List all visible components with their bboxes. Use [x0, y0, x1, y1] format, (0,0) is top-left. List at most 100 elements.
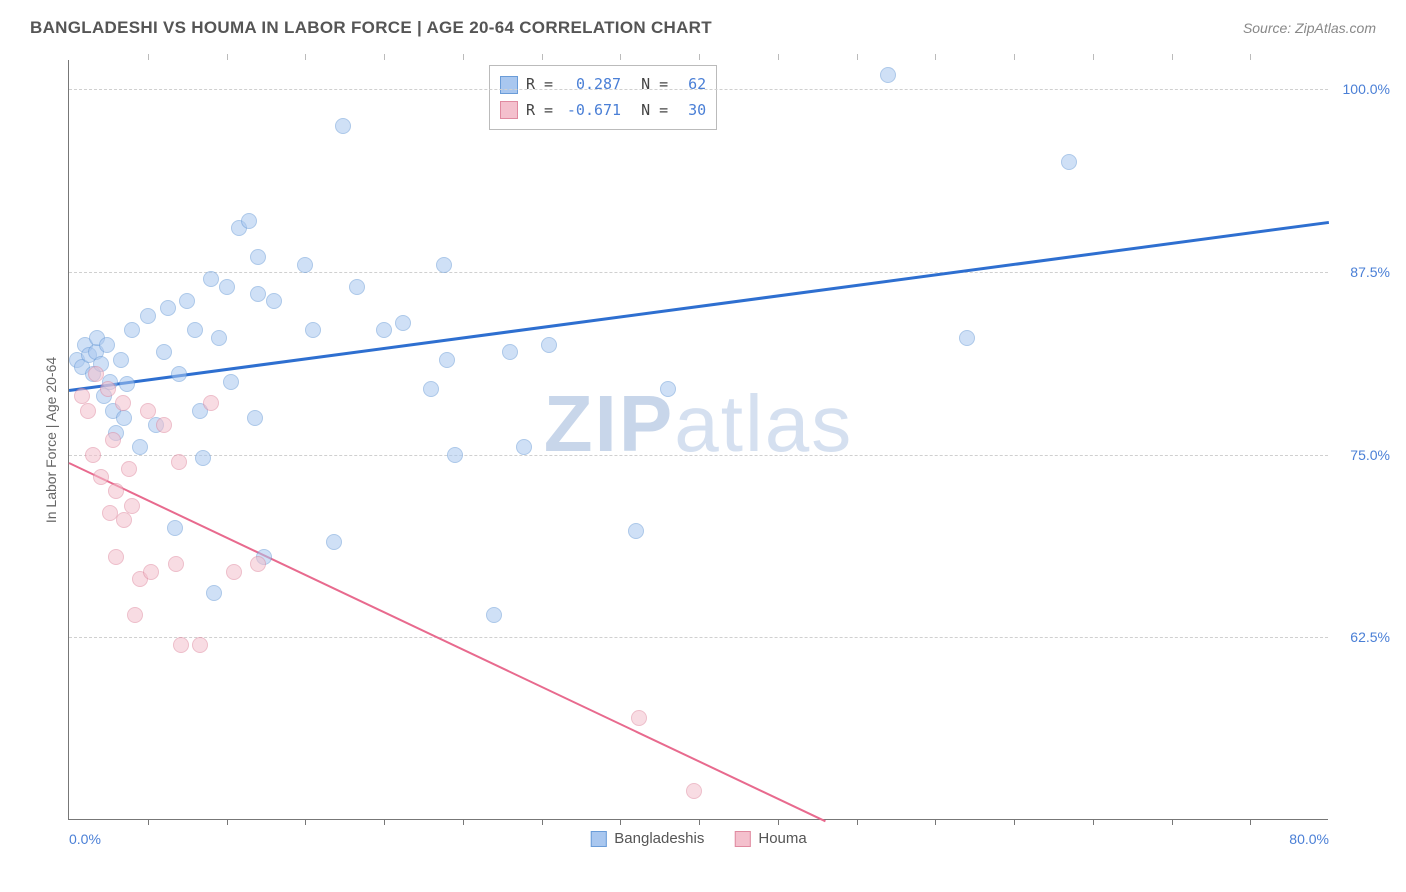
x-tick-top — [1172, 54, 1173, 60]
x-tick-label: 0.0% — [69, 831, 101, 847]
data-point — [108, 483, 124, 499]
data-point — [541, 337, 557, 353]
legend-swatch — [734, 831, 750, 847]
data-point — [195, 450, 211, 466]
n-value: 62 — [676, 72, 706, 98]
data-point — [223, 374, 239, 390]
data-point — [203, 395, 219, 411]
data-point — [326, 534, 342, 550]
y-axis-title: In Labor Force | Age 20-64 — [43, 356, 59, 522]
r-value: 0.287 — [561, 72, 621, 98]
data-point — [266, 293, 282, 309]
x-tick-minor — [463, 819, 464, 825]
trend-line — [69, 221, 1329, 392]
data-point — [297, 257, 313, 273]
data-point — [250, 556, 266, 572]
r-value: -0.671 — [561, 98, 621, 124]
data-point — [335, 118, 351, 134]
chart-title: BANGLADESHI VS HOUMA IN LABOR FORCE | AG… — [30, 18, 712, 38]
legend-swatch — [590, 831, 606, 847]
x-tick-top — [699, 54, 700, 60]
data-point — [115, 395, 131, 411]
correlation-row: R =-0.671N =30 — [500, 98, 706, 124]
watermark: ZIPatlas — [544, 378, 853, 470]
x-tick-top — [935, 54, 936, 60]
x-tick-top — [227, 54, 228, 60]
data-point — [395, 315, 411, 331]
data-point — [250, 249, 266, 265]
data-point — [219, 279, 235, 295]
gridline-horizontal — [69, 272, 1328, 273]
data-point — [241, 213, 257, 229]
correlation-row: R =0.287N =62 — [500, 72, 706, 98]
x-tick-minor — [620, 819, 621, 825]
data-point — [660, 381, 676, 397]
x-tick-top — [384, 54, 385, 60]
data-point — [100, 381, 116, 397]
data-point — [376, 322, 392, 338]
data-point — [880, 67, 896, 83]
source-value: ZipAtlas.com — [1295, 20, 1376, 36]
data-point — [305, 322, 321, 338]
data-point — [628, 523, 644, 539]
x-tick-top — [542, 54, 543, 60]
data-point — [121, 461, 137, 477]
x-tick-minor — [1014, 819, 1015, 825]
data-point — [116, 410, 132, 426]
source-label: Source: — [1243, 20, 1295, 36]
data-point — [171, 454, 187, 470]
data-point — [124, 498, 140, 514]
data-point — [88, 366, 104, 382]
data-point — [119, 376, 135, 392]
y-tick-label: 62.5% — [1350, 629, 1390, 645]
x-tick-minor — [305, 819, 306, 825]
series-legend: Bangladeshis Houma — [590, 830, 806, 847]
data-point — [85, 447, 101, 463]
chart-header: BANGLADESHI VS HOUMA IN LABOR FORCE | AG… — [0, 0, 1406, 46]
y-tick-label: 87.5% — [1350, 264, 1390, 280]
data-point — [156, 344, 172, 360]
x-tick-minor — [148, 819, 149, 825]
data-point — [247, 410, 263, 426]
gridline-horizontal — [69, 637, 1328, 638]
data-point — [439, 352, 455, 368]
data-point — [959, 330, 975, 346]
data-point — [127, 607, 143, 623]
data-point — [124, 322, 140, 338]
x-tick-top — [620, 54, 621, 60]
x-tick-minor — [935, 819, 936, 825]
data-point — [105, 432, 121, 448]
x-tick-top — [857, 54, 858, 60]
x-tick-minor — [1250, 819, 1251, 825]
y-tick-label: 75.0% — [1350, 447, 1390, 463]
legend-item: Bangladeshis — [590, 830, 704, 847]
data-point — [206, 585, 222, 601]
y-tick-label: 100.0% — [1343, 81, 1390, 97]
data-point — [631, 710, 647, 726]
data-point — [113, 352, 129, 368]
legend-label: Houma — [758, 830, 806, 847]
source-attribution: Source: ZipAtlas.com — [1243, 20, 1376, 36]
n-label: N = — [641, 98, 668, 124]
x-tick-minor — [778, 819, 779, 825]
data-point — [160, 300, 176, 316]
r-label: R = — [526, 72, 553, 98]
x-tick-minor — [542, 819, 543, 825]
data-point — [171, 366, 187, 382]
data-point — [203, 271, 219, 287]
data-point — [486, 607, 502, 623]
data-point — [179, 293, 195, 309]
data-point — [168, 556, 184, 572]
data-point — [140, 403, 156, 419]
gridline-horizontal — [69, 455, 1328, 456]
legend-swatch — [500, 101, 518, 119]
x-tick-minor — [227, 819, 228, 825]
data-point — [74, 388, 90, 404]
data-point — [99, 337, 115, 353]
x-tick-top — [1014, 54, 1015, 60]
data-point — [349, 279, 365, 295]
data-point — [436, 257, 452, 273]
x-tick-top — [305, 54, 306, 60]
data-point — [226, 564, 242, 580]
data-point — [250, 286, 266, 302]
